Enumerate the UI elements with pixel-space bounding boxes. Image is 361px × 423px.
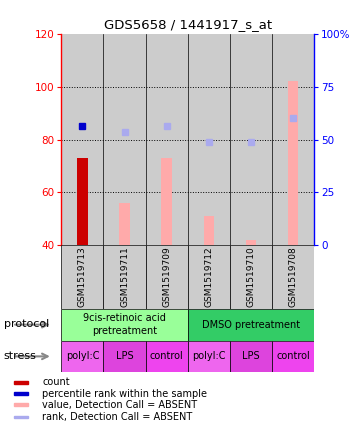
Text: LPS: LPS: [116, 352, 133, 361]
Text: LPS: LPS: [242, 352, 260, 361]
Bar: [230, 245, 272, 309]
Bar: [104, 245, 145, 309]
Text: stress: stress: [4, 351, 36, 361]
Text: count: count: [42, 377, 70, 387]
Text: 9cis-retinoic acid
pretreatment: 9cis-retinoic acid pretreatment: [83, 313, 166, 336]
Bar: [230, 341, 272, 372]
Text: protocol: protocol: [4, 319, 49, 330]
Text: DMSO pretreatment: DMSO pretreatment: [202, 320, 300, 330]
Bar: [61, 34, 104, 245]
Bar: [272, 34, 314, 245]
Text: polyI:C: polyI:C: [66, 352, 99, 361]
Text: value, Detection Call = ABSENT: value, Detection Call = ABSENT: [42, 400, 197, 410]
Text: GSM1519708: GSM1519708: [288, 247, 297, 308]
Bar: [188, 341, 230, 372]
Bar: [104, 341, 145, 372]
Bar: [230, 34, 272, 245]
Text: GSM1519710: GSM1519710: [247, 247, 255, 308]
Bar: [288, 81, 298, 245]
Bar: [188, 245, 230, 309]
Bar: [204, 216, 214, 245]
Text: percentile rank within the sample: percentile rank within the sample: [42, 389, 207, 398]
Bar: [272, 341, 314, 372]
Text: polyI:C: polyI:C: [192, 352, 226, 361]
Bar: [145, 245, 188, 309]
Text: GSM1519713: GSM1519713: [78, 247, 87, 308]
Text: control: control: [150, 352, 183, 361]
Bar: [77, 158, 88, 245]
Bar: [61, 245, 104, 309]
Text: rank, Detection Call = ABSENT: rank, Detection Call = ABSENT: [42, 412, 192, 422]
Bar: [188, 309, 314, 341]
Bar: [272, 245, 314, 309]
Text: GSM1519711: GSM1519711: [120, 247, 129, 308]
Bar: [14, 392, 28, 395]
Text: control: control: [276, 352, 310, 361]
Bar: [61, 341, 104, 372]
Bar: [245, 240, 256, 245]
Bar: [14, 404, 28, 406]
Title: GDS5658 / 1441917_s_at: GDS5658 / 1441917_s_at: [104, 18, 272, 31]
Bar: [119, 203, 130, 245]
Text: GSM1519709: GSM1519709: [162, 247, 171, 308]
Bar: [145, 341, 188, 372]
Bar: [14, 381, 28, 384]
Bar: [188, 34, 230, 245]
Bar: [145, 34, 188, 245]
Bar: [161, 158, 172, 245]
Bar: [61, 309, 188, 341]
Bar: [14, 415, 28, 418]
Text: GSM1519712: GSM1519712: [204, 247, 213, 308]
Bar: [104, 34, 145, 245]
